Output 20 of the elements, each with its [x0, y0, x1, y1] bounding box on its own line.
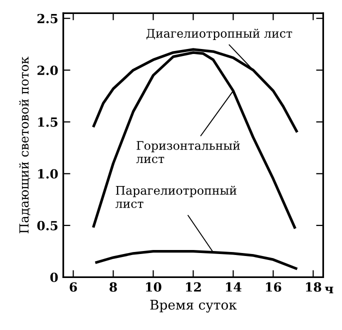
y-axis-title: Падающий световой поток: [19, 56, 30, 234]
x-tick-label: 10: [146, 282, 162, 292]
text: ч: [324, 286, 334, 294]
legend-label: Диагелиотропный лист: [146, 28, 292, 40]
x-tick-label: 12: [186, 282, 201, 292]
x-tick-label: 16: [266, 282, 282, 292]
y-tick-label: 2.0: [38, 66, 58, 76]
x-tick-label: 6: [70, 282, 77, 292]
y-tick-label: 1.0: [38, 169, 58, 179]
text: Парагелиотропный лист: [115, 186, 236, 208]
x-tick-label: 8: [110, 282, 117, 292]
x-tick-label: 14: [226, 282, 242, 292]
x-axis-title: Время суток: [150, 300, 237, 312]
series-label: Горизонтальный лист: [136, 140, 240, 164]
y-tick-label: 2.5: [38, 14, 58, 24]
y-tick-label: 0: [50, 272, 58, 282]
line-series: [92, 51, 297, 230]
x-tick-label: 18: [306, 282, 322, 292]
y-tick-label: 0.5: [37, 220, 58, 230]
y-tick-label: 1.5: [38, 117, 58, 127]
